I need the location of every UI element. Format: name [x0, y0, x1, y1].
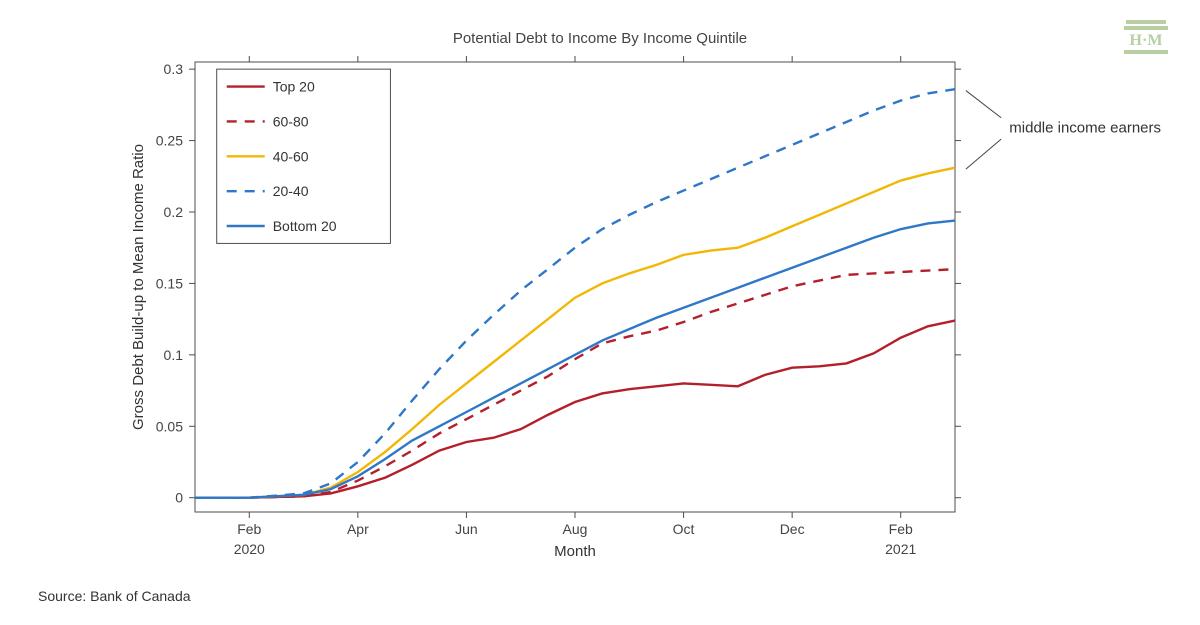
legend-item: 60-80	[273, 113, 309, 129]
annotation-middle-income: middle income earners	[1009, 120, 1161, 137]
series-top-20	[195, 321, 955, 498]
legend-item: 40-60	[273, 148, 309, 164]
legend-item: Top 20	[273, 79, 315, 95]
svg-text:0.25: 0.25	[156, 133, 183, 149]
svg-text:0.2: 0.2	[164, 204, 184, 220]
svg-text:Aug: Aug	[563, 521, 588, 537]
svg-text:0: 0	[175, 490, 183, 506]
series-60-80	[195, 269, 955, 498]
svg-text:Jun: Jun	[455, 521, 478, 537]
svg-text:Gross Debt Build-up to Mean In: Gross Debt Build-up to Mean Income Ratio	[130, 144, 147, 430]
svg-text:0.05: 0.05	[156, 418, 183, 434]
svg-text:Oct: Oct	[673, 521, 695, 537]
legend-item: 20-40	[273, 183, 309, 199]
svg-text:Apr: Apr	[347, 521, 369, 537]
legend-item: Bottom 20	[273, 218, 337, 234]
svg-text:0.3: 0.3	[164, 61, 184, 77]
svg-text:0.15: 0.15	[156, 275, 183, 291]
svg-text:2021: 2021	[885, 541, 916, 557]
svg-text:2020: 2020	[234, 541, 265, 557]
svg-text:Feb: Feb	[889, 521, 913, 537]
chart: 0 0.05 0.1 0.15 0.2 0.25 0.3 Feb Apr Jun Aug Oct Dec…	[0, 0, 1200, 625]
svg-text:Month: Month	[554, 543, 596, 560]
svg-text:0.1: 0.1	[164, 347, 184, 363]
svg-text:Feb: Feb	[237, 521, 261, 537]
svg-text:Dec: Dec	[780, 521, 805, 537]
